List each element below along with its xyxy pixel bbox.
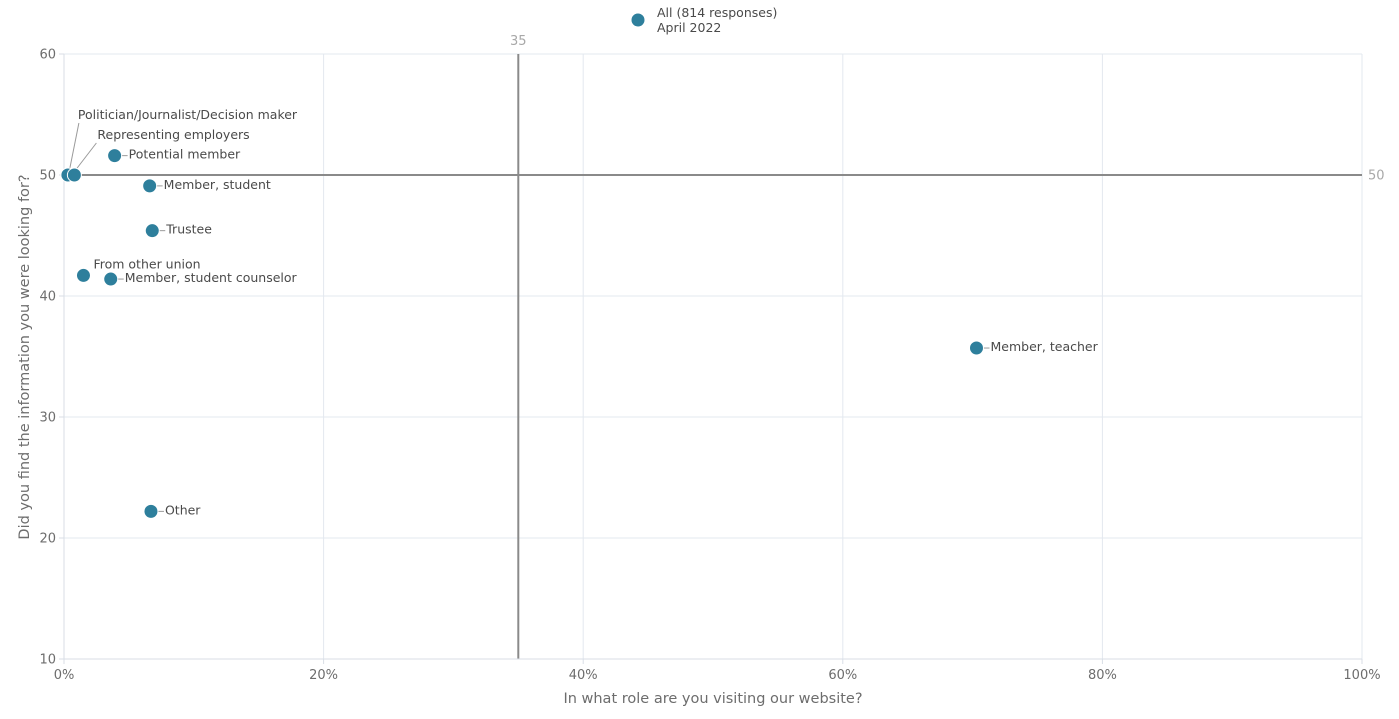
scatter-point	[144, 223, 160, 239]
x-tick-label: 60%	[828, 668, 857, 683]
point-label: From other union	[93, 256, 200, 271]
point-label: Other	[165, 502, 201, 517]
point-label: Representing employers	[97, 127, 249, 142]
y-reference-label: 50	[1368, 169, 1385, 184]
scatter-point	[142, 178, 158, 194]
label-leader	[69, 122, 80, 169]
point-label: Member, student	[164, 177, 271, 192]
label-leader	[75, 142, 97, 170]
point-labels: Politician/Journalist/Decision maker Repr…	[78, 107, 1099, 517]
x-tick-label: 100%	[1343, 668, 1380, 683]
point-label: Potential member	[129, 147, 241, 162]
y-axis-title: Did you find the information you were lo…	[17, 174, 33, 539]
x-tick-label: 80%	[1088, 668, 1117, 683]
scatter-point	[107, 148, 123, 164]
scatter-point	[143, 503, 159, 519]
scatter-point	[66, 167, 82, 183]
x-axis-title: In what role are you visiting our websit…	[563, 691, 862, 707]
legend-series-name: All (814 responses)	[657, 5, 777, 20]
y-tick-label: 40	[39, 290, 56, 305]
y-tick-label: 10	[39, 653, 56, 668]
x-tick-label: 20%	[309, 668, 338, 683]
axes: 0% 20% 40% 60% 80% 100% 10 20 30 40 50 60	[39, 48, 1380, 684]
data-points	[60, 148, 984, 519]
scatter-point	[968, 340, 984, 356]
scatter-point	[103, 271, 119, 287]
reference-lines: 35 50	[64, 34, 1385, 659]
x-reference-label: 35	[510, 34, 527, 49]
y-tick-label: 50	[39, 169, 56, 184]
y-tick-label: 20	[39, 532, 56, 547]
grid	[63, 53, 1363, 660]
point-label: Member, teacher	[990, 339, 1098, 354]
legend-series-date: April 2022	[657, 20, 721, 35]
x-tick-label: 40%	[569, 668, 598, 683]
point-label: Trustee	[165, 222, 212, 237]
y-tick-label: 30	[39, 411, 56, 426]
point-label: Member, student counselor	[125, 270, 298, 285]
legend-marker	[630, 12, 646, 28]
x-tick-label: 0%	[54, 668, 75, 683]
legend: All (814 responses) April 2022	[630, 5, 777, 35]
y-tick-label: 60	[39, 48, 56, 63]
point-label: Politician/Journalist/Decision maker	[78, 107, 298, 122]
scatter-point	[75, 267, 91, 283]
label-leaders	[69, 122, 990, 512]
